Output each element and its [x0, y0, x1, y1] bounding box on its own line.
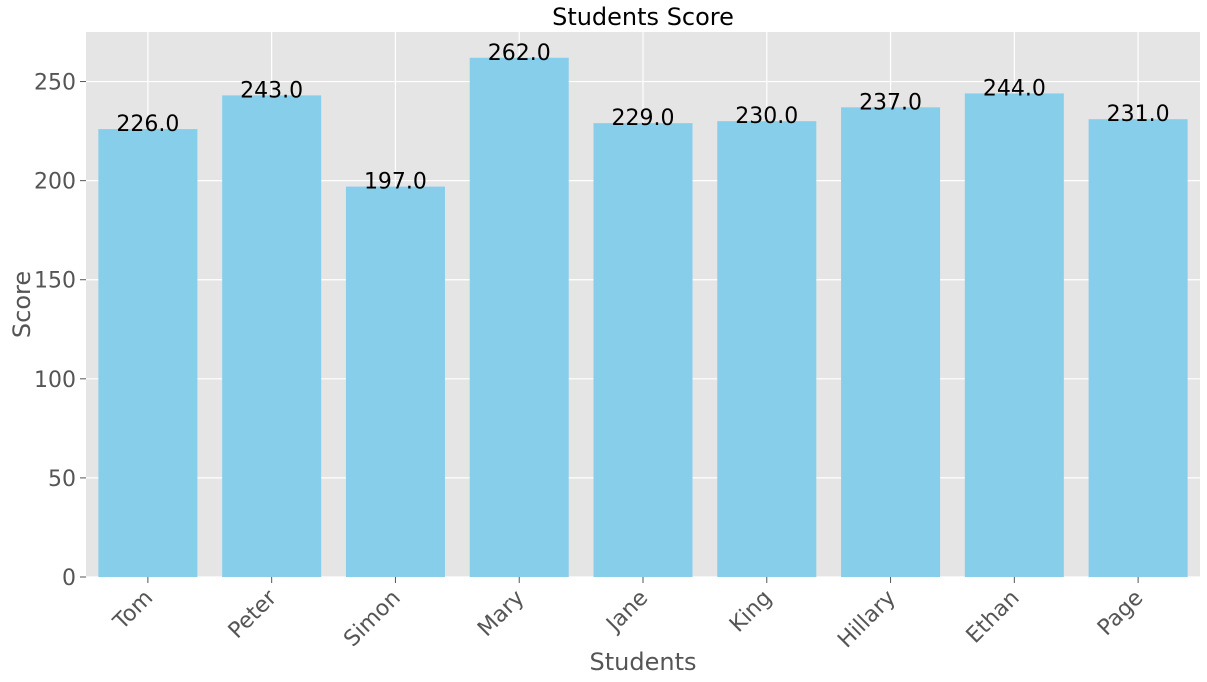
y-tick-label: 100 — [34, 368, 76, 393]
bar-simon — [345, 186, 445, 577]
bar-value-labels: 226.0 243.0 197.0 262.0 229.0 230.0 237.0 244.0… — [116, 41, 1169, 195]
x-tick-label: Peter — [224, 585, 283, 644]
bar-page — [1088, 119, 1188, 577]
bar-king — [717, 121, 817, 577]
x-tick-label: Ethan — [962, 586, 1025, 649]
x-tick-label: Page — [1093, 586, 1148, 641]
y-tick-label: 150 — [34, 269, 76, 294]
x-axis-ticks: Tom Peter Simon Mary Jane King Hillary Ethan Pag… — [108, 577, 1148, 653]
bar-ethan — [964, 93, 1064, 577]
bar-value-label: 243.0 — [240, 78, 303, 103]
y-tick-label: 0 — [62, 566, 76, 591]
bar-hillary — [841, 107, 941, 578]
x-tick-label: Hillary — [833, 586, 900, 653]
y-axis-ticks: 0 50 100 150 200 250 — [34, 71, 86, 591]
x-tick-label: Simon — [339, 586, 405, 652]
bar-jane — [593, 123, 693, 577]
bar-value-label: 197.0 — [364, 170, 427, 195]
bar-tom — [98, 129, 198, 578]
y-tick-label: 250 — [34, 71, 76, 96]
bar-value-label: 231.0 — [1107, 102, 1170, 127]
bar-value-label: 226.0 — [116, 112, 179, 137]
bar-mary — [469, 57, 569, 578]
y-axis-label: Score — [8, 271, 36, 338]
bar-value-label: 230.0 — [735, 104, 798, 129]
chart-title: Students Score — [552, 3, 734, 31]
x-tick-label: Tom — [108, 586, 158, 636]
x-axis-label: Students — [590, 648, 697, 676]
y-tick-label: 200 — [34, 170, 76, 195]
bars — [98, 57, 1188, 578]
y-tick-label: 50 — [48, 467, 76, 492]
bar-value-label: 262.0 — [488, 41, 551, 66]
x-tick-label: Jane — [601, 586, 654, 639]
bar-value-label: 229.0 — [612, 106, 675, 131]
bar-peter — [222, 95, 322, 577]
x-tick-label: Mary — [473, 586, 529, 642]
bar-value-label: 237.0 — [859, 90, 922, 115]
x-tick-label: King — [725, 586, 777, 638]
bar-value-label: 244.0 — [983, 76, 1046, 101]
